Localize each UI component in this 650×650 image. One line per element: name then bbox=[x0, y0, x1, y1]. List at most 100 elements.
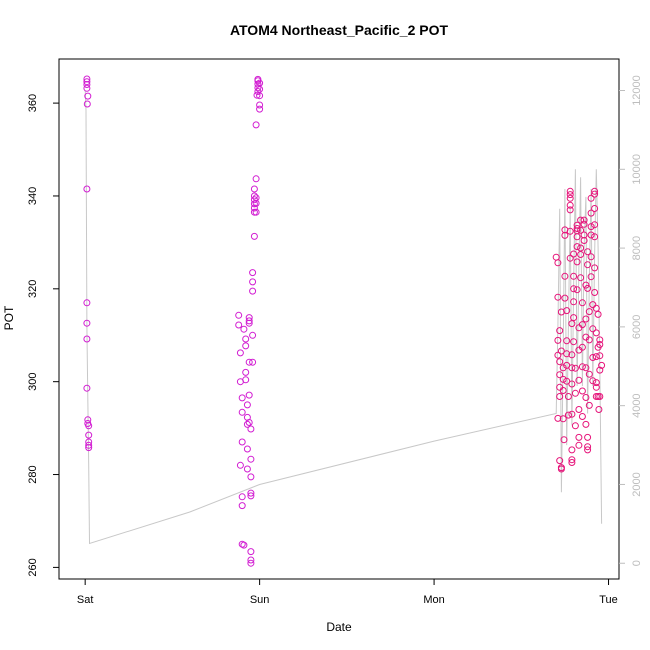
data-point bbox=[566, 201, 574, 209]
data-point bbox=[585, 401, 593, 409]
data-point bbox=[560, 436, 568, 444]
data-point bbox=[596, 341, 604, 348]
plot-frame bbox=[58, 58, 620, 580]
data-point bbox=[582, 364, 590, 372]
x-tick-label: Mon bbox=[423, 594, 444, 606]
data-point bbox=[596, 352, 604, 360]
data-point bbox=[596, 336, 604, 344]
data-point bbox=[566, 191, 574, 199]
data-point bbox=[249, 269, 257, 277]
data-point bbox=[577, 251, 585, 258]
data-point bbox=[587, 273, 595, 281]
data-point bbox=[578, 343, 586, 351]
data-point bbox=[84, 92, 92, 100]
data-point bbox=[568, 364, 576, 372]
data-point bbox=[571, 422, 579, 430]
data-point bbox=[589, 301, 597, 309]
data-point bbox=[556, 327, 564, 335]
data-point bbox=[253, 91, 261, 99]
data-point bbox=[591, 190, 599, 198]
data-point bbox=[573, 286, 581, 294]
data-point bbox=[563, 377, 571, 385]
data-point bbox=[566, 187, 574, 195]
data-point bbox=[252, 208, 260, 216]
data-point bbox=[571, 364, 579, 372]
data-point bbox=[242, 376, 250, 384]
data-point bbox=[582, 394, 590, 401]
data-point bbox=[566, 254, 574, 262]
data-point bbox=[573, 225, 581, 232]
y-tick-label: 280 bbox=[27, 465, 39, 483]
data-point bbox=[556, 358, 564, 366]
data-point bbox=[575, 441, 583, 449]
data-point bbox=[566, 206, 574, 214]
data-point bbox=[554, 259, 562, 267]
y2-tick-label: 12000 bbox=[631, 75, 643, 106]
x-axis-label: Date bbox=[326, 620, 352, 634]
data-point bbox=[580, 220, 588, 228]
y2-tick-label: 8000 bbox=[631, 236, 643, 260]
data-point bbox=[573, 243, 581, 251]
data-point bbox=[245, 391, 253, 399]
data-point bbox=[577, 216, 585, 224]
data-point bbox=[559, 375, 567, 383]
data-point bbox=[563, 307, 571, 315]
data-point bbox=[83, 335, 91, 343]
data-point bbox=[554, 414, 562, 422]
data-point bbox=[247, 425, 255, 433]
data-point bbox=[589, 325, 597, 333]
y2-tick-label: 6000 bbox=[631, 315, 643, 339]
data-point bbox=[247, 492, 255, 500]
data-point bbox=[584, 433, 592, 441]
data-point bbox=[559, 387, 567, 394]
data-point bbox=[571, 389, 579, 397]
data-point bbox=[578, 387, 586, 395]
data-point bbox=[591, 221, 599, 229]
data-point bbox=[238, 502, 246, 510]
data-point bbox=[556, 393, 564, 400]
data-point bbox=[250, 192, 258, 200]
data-point bbox=[582, 420, 590, 428]
data-point bbox=[570, 250, 578, 258]
data-point bbox=[243, 445, 251, 453]
data-point bbox=[83, 185, 91, 193]
data-point bbox=[578, 413, 586, 420]
data-point bbox=[591, 233, 599, 241]
data-point bbox=[563, 350, 571, 358]
data-point bbox=[256, 85, 264, 93]
data-point bbox=[585, 370, 593, 378]
data-point bbox=[247, 556, 255, 564]
data-point bbox=[570, 285, 578, 293]
axes-layer: 260 280 300 320 340 360 0 2000 4000 6000 8000 10000… bbox=[27, 75, 643, 606]
data-point bbox=[235, 311, 243, 319]
data-point bbox=[85, 422, 93, 430]
y-axis-label: POT bbox=[2, 305, 16, 330]
data-point bbox=[249, 358, 257, 366]
data-point bbox=[578, 363, 586, 371]
data-point bbox=[238, 408, 246, 416]
data-point bbox=[250, 196, 258, 204]
x-tick-label: Tue bbox=[599, 594, 618, 606]
data-point bbox=[577, 226, 585, 234]
data-point bbox=[247, 548, 255, 556]
data-point bbox=[250, 232, 258, 240]
data-point bbox=[584, 443, 592, 451]
data-point bbox=[252, 194, 260, 202]
y-tick-label: 320 bbox=[27, 280, 39, 298]
data-point bbox=[85, 444, 93, 452]
data-point bbox=[570, 338, 578, 346]
data-point bbox=[570, 298, 578, 306]
data-point bbox=[85, 431, 93, 439]
y-tick-label: 360 bbox=[27, 94, 39, 112]
data-point bbox=[584, 446, 592, 454]
data-point bbox=[254, 84, 262, 92]
data-point bbox=[240, 541, 248, 549]
data-point bbox=[250, 204, 258, 212]
data-point bbox=[236, 349, 244, 357]
data-point bbox=[243, 465, 251, 473]
data-point bbox=[591, 205, 599, 212]
data-point bbox=[592, 329, 600, 337]
data-point bbox=[580, 216, 588, 224]
data-point bbox=[243, 401, 251, 409]
